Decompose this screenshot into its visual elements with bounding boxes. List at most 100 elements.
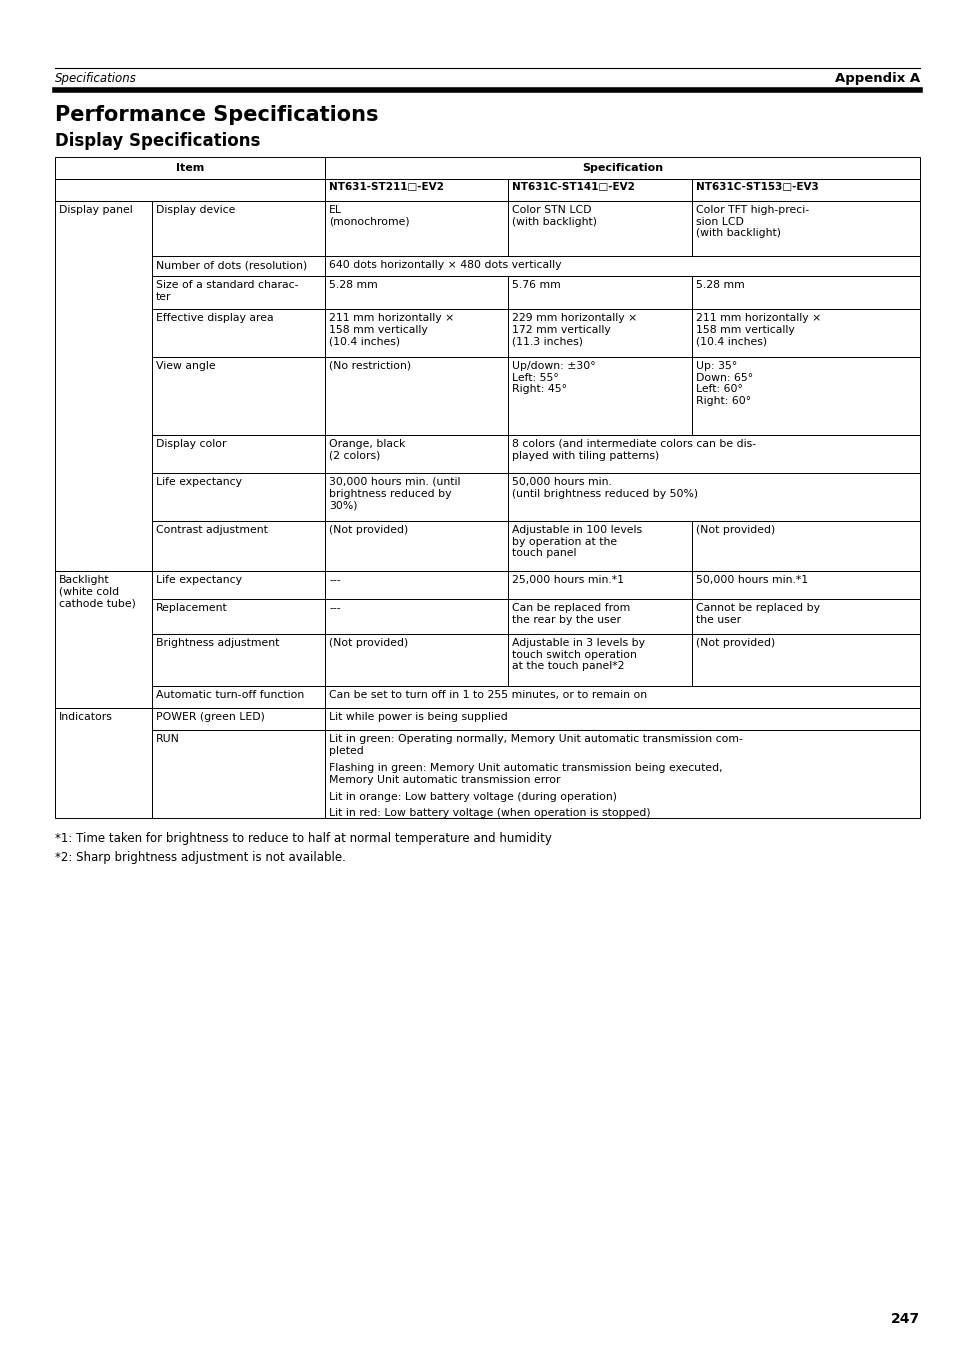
Bar <box>325 157 919 178</box>
Bar <box>152 473 325 521</box>
Bar <box>507 178 691 201</box>
Text: Color TFT high-preci-
sion LCD
(with backlight): Color TFT high-preci- sion LCD (with bac… <box>696 205 808 238</box>
Text: (Not provided): (Not provided) <box>329 526 408 535</box>
Bar <box>325 276 507 309</box>
Bar <box>691 571 919 598</box>
Bar <box>691 201 919 255</box>
Bar <box>325 435 507 473</box>
Bar <box>691 634 919 686</box>
Text: Item: Item <box>175 163 204 173</box>
Text: Contrast adjustment: Contrast adjustment <box>156 526 268 535</box>
Text: Lit in green: Operating normally, Memory Unit automatic transmission com-
pleted: Lit in green: Operating normally, Memory… <box>329 734 742 755</box>
Text: Appendix A: Appendix A <box>834 72 919 85</box>
Text: Orange, black
(2 colors): Orange, black (2 colors) <box>329 439 405 461</box>
Bar <box>152 521 325 571</box>
Text: Lit in orange: Low battery voltage (during operation): Lit in orange: Low battery voltage (duri… <box>329 792 617 802</box>
Text: 25,000 hours min.*1: 25,000 hours min.*1 <box>512 576 623 585</box>
Text: Lit while power is being supplied: Lit while power is being supplied <box>329 712 507 721</box>
Text: Can be set to turn off in 1 to 255 minutes, or to remain on: Can be set to turn off in 1 to 255 minut… <box>329 690 646 700</box>
Bar <box>325 634 507 686</box>
Bar <box>507 276 691 309</box>
Bar <box>507 473 919 521</box>
Text: (Not provided): (Not provided) <box>329 638 408 648</box>
Text: Display panel: Display panel <box>59 205 132 215</box>
Text: Display device: Display device <box>156 205 235 215</box>
Text: 50,000 hours min.*1: 50,000 hours min.*1 <box>696 576 807 585</box>
Text: NT631C-ST153□-EV3: NT631C-ST153□-EV3 <box>696 182 818 192</box>
Text: ---: --- <box>329 576 340 585</box>
Text: 211 mm horizontally ×
158 mm vertically
(10.4 inches): 211 mm horizontally × 158 mm vertically … <box>696 313 821 346</box>
Text: NT631C-ST141□-EV2: NT631C-ST141□-EV2 <box>512 182 634 192</box>
Text: Backlight
(white cold
cathode tube): Backlight (white cold cathode tube) <box>59 576 135 608</box>
Text: Brightness adjustment: Brightness adjustment <box>156 638 279 648</box>
Bar <box>325 473 507 521</box>
Text: 5.28 mm: 5.28 mm <box>329 280 377 290</box>
Bar <box>691 357 919 435</box>
Bar <box>152 201 325 255</box>
Bar <box>55 708 152 817</box>
Text: Indicators: Indicators <box>59 712 112 721</box>
Bar <box>152 686 325 708</box>
Text: Specification: Specification <box>581 163 662 173</box>
Text: (Not provided): (Not provided) <box>696 526 775 535</box>
Bar <box>691 178 919 201</box>
Bar <box>325 201 507 255</box>
Text: Adjustable in 100 levels
by operation at the
touch panel: Adjustable in 100 levels by operation at… <box>512 526 641 558</box>
Text: Up: 35°
Down: 65°
Left: 60°
Right: 60°: Up: 35° Down: 65° Left: 60° Right: 60° <box>696 361 752 405</box>
Text: 211 mm horizontally ×
158 mm vertically
(10.4 inches): 211 mm horizontally × 158 mm vertically … <box>329 313 454 346</box>
Text: Performance Specifications: Performance Specifications <box>55 105 378 126</box>
Bar <box>325 730 919 817</box>
Text: Flashing in green: Memory Unit automatic transmission being executed,
Memory Uni: Flashing in green: Memory Unit automatic… <box>329 763 721 785</box>
Text: Effective display area: Effective display area <box>156 313 274 323</box>
Bar <box>152 309 325 357</box>
Bar <box>152 598 325 634</box>
Text: NT631-ST211□-EV2: NT631-ST211□-EV2 <box>329 182 443 192</box>
Bar <box>325 598 507 634</box>
Text: 50,000 hours min.
(until brightness reduced by 50%): 50,000 hours min. (until brightness redu… <box>512 477 698 499</box>
Bar <box>507 201 691 255</box>
Bar <box>507 309 691 357</box>
Text: 640 dots horizontally × 480 dots vertically: 640 dots horizontally × 480 dots vertica… <box>329 259 561 270</box>
Bar <box>325 178 507 201</box>
Bar <box>691 521 919 571</box>
Text: (No restriction): (No restriction) <box>329 361 411 372</box>
Text: Can be replaced from
the rear by the user: Can be replaced from the rear by the use… <box>512 603 630 624</box>
Text: 247: 247 <box>890 1312 919 1325</box>
Text: Size of a standard charac-
ter: Size of a standard charac- ter <box>156 280 298 301</box>
Bar <box>507 357 691 435</box>
Bar <box>507 634 691 686</box>
Text: View angle: View angle <box>156 361 215 372</box>
Bar <box>55 178 325 201</box>
Text: 5.28 mm: 5.28 mm <box>696 280 744 290</box>
Bar <box>325 686 919 708</box>
Bar <box>152 357 325 435</box>
Bar <box>55 157 325 178</box>
Bar <box>507 571 691 598</box>
Text: *2: Sharp brightness adjustment is not available.: *2: Sharp brightness adjustment is not a… <box>55 851 346 865</box>
Text: ---: --- <box>329 603 340 613</box>
Text: Replacement: Replacement <box>156 603 228 613</box>
Text: Adjustable in 3 levels by
touch switch operation
at the touch panel*2: Adjustable in 3 levels by touch switch o… <box>512 638 644 671</box>
Bar <box>325 571 507 598</box>
Text: Life expectancy: Life expectancy <box>156 576 242 585</box>
Bar <box>691 598 919 634</box>
Bar <box>152 571 325 598</box>
Text: Display color: Display color <box>156 439 226 449</box>
Text: POWER (green LED): POWER (green LED) <box>156 712 265 721</box>
Bar <box>325 357 507 435</box>
Bar <box>152 634 325 686</box>
Bar <box>325 255 919 276</box>
Text: Up/down: ±30°
Left: 55°
Right: 45°: Up/down: ±30° Left: 55° Right: 45° <box>512 361 595 394</box>
Bar <box>507 521 691 571</box>
Text: Automatic turn-off function: Automatic turn-off function <box>156 690 304 700</box>
Bar <box>325 708 919 730</box>
Text: 229 mm horizontally ×
172 mm vertically
(11.3 inches): 229 mm horizontally × 172 mm vertically … <box>512 313 637 346</box>
Bar <box>55 201 152 571</box>
Text: 5.76 mm: 5.76 mm <box>512 280 560 290</box>
Bar <box>152 276 325 309</box>
Bar <box>691 309 919 357</box>
Text: Cannot be replaced by
the user: Cannot be replaced by the user <box>696 603 820 624</box>
Text: Display Specifications: Display Specifications <box>55 132 260 150</box>
Bar <box>55 571 152 708</box>
Bar <box>325 309 507 357</box>
